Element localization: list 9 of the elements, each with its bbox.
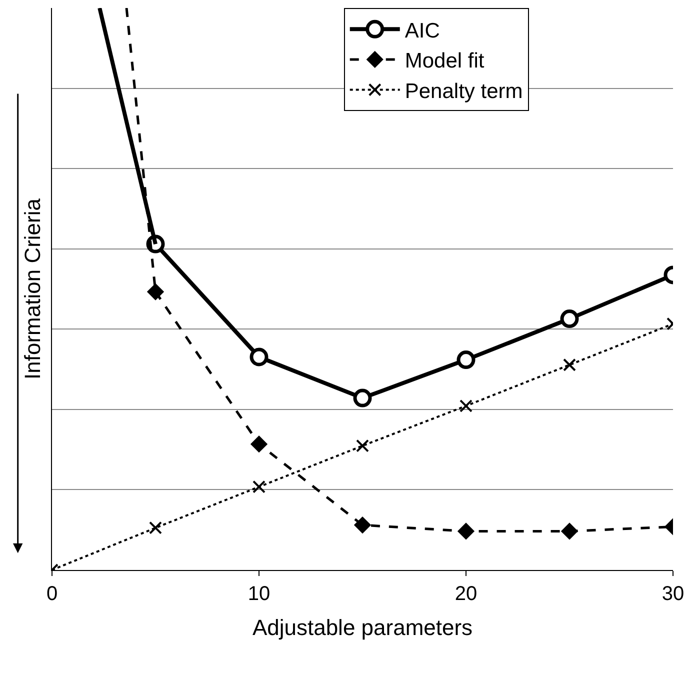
x-tick-label: 30 xyxy=(662,583,684,605)
legend-label: Penalty term xyxy=(404,80,523,103)
y-axis-title: Information Crieria xyxy=(20,198,45,380)
legend-label: AIC xyxy=(404,19,440,42)
x-tick-label: 20 xyxy=(454,583,478,605)
legend-label: Model fit xyxy=(404,50,484,73)
x-axis-title: Adjustable parameters xyxy=(252,614,473,640)
x-tick-label: 10 xyxy=(248,583,270,605)
x-tick-label: 0 xyxy=(46,583,58,605)
